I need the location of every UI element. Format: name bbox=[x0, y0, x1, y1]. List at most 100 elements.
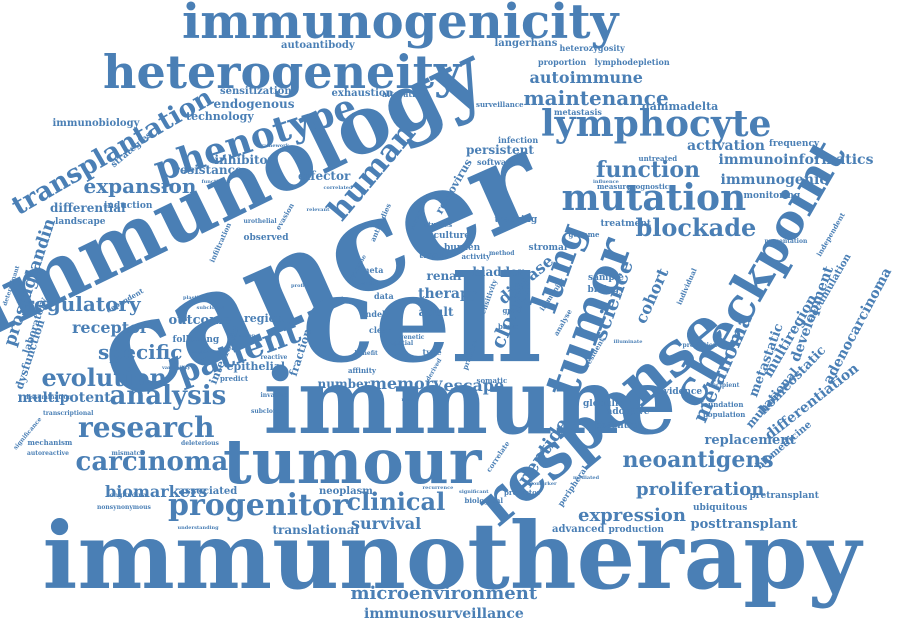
word-progenitor: progenitor bbox=[168, 488, 348, 523]
word-induction: induction bbox=[104, 200, 153, 211]
word-potential: potential bbox=[595, 420, 641, 431]
word-detection: detection bbox=[229, 332, 256, 339]
word-immunotherapy: immunotherapy bbox=[42, 502, 862, 610]
word-untreated: untreated bbox=[638, 153, 678, 163]
word-illuminate: illuminate bbox=[613, 338, 643, 345]
word-correlated: correlated bbox=[323, 184, 353, 191]
word-production: production bbox=[608, 524, 664, 535]
word-proportion: proportion bbox=[538, 57, 587, 67]
word-outcome: outcome bbox=[168, 312, 232, 328]
word-surveillance: surveillance bbox=[476, 99, 524, 109]
word-measure: measure bbox=[597, 181, 631, 191]
word-exhaustion: exhaustion bbox=[331, 88, 393, 99]
word-sample: sample bbox=[588, 272, 624, 283]
word-associated: associated bbox=[178, 486, 238, 497]
word-infection: infection bbox=[498, 135, 539, 145]
word-renal: renal bbox=[426, 269, 462, 283]
word-recipient: recipient bbox=[709, 382, 740, 389]
word-frequency: frequency bbox=[769, 138, 820, 149]
word-inhibitor: inhibitor bbox=[214, 153, 274, 167]
word-somatic: somatic bbox=[476, 375, 508, 385]
word-population: population bbox=[703, 409, 746, 419]
word-nonsynonymous: nonsynonymous bbox=[97, 504, 151, 511]
word-replacement: replacement bbox=[704, 432, 796, 448]
word-autoreactive: autoreactive bbox=[27, 450, 69, 457]
word-microenvironment: microenvironment bbox=[350, 583, 538, 604]
word-evolution: evolution bbox=[41, 363, 167, 392]
word-multipotent: multipotent bbox=[17, 390, 111, 406]
word-translational: translational bbox=[272, 523, 360, 537]
word-functional: functional bbox=[201, 178, 231, 185]
word-graft: graft bbox=[502, 305, 522, 315]
word-mismatch: mismatch bbox=[111, 450, 145, 457]
word-data: data bbox=[374, 291, 394, 301]
word-type: type bbox=[422, 347, 442, 357]
word-predictor: predictor bbox=[504, 487, 541, 497]
word-studies: studies bbox=[424, 219, 453, 229]
word-prediction: prediction bbox=[682, 342, 718, 349]
word-carcinoma: carcinoma bbox=[75, 447, 229, 477]
word-clinical: clinical bbox=[346, 487, 446, 516]
word-immunobiology: immunobiology bbox=[52, 118, 140, 129]
word-research: research bbox=[78, 411, 215, 444]
word-understanding: understanding bbox=[177, 524, 219, 531]
word-autoimmune: autoimmune bbox=[529, 68, 643, 87]
word-sensitization: sensitization bbox=[220, 86, 292, 97]
word-number: number bbox=[317, 377, 371, 391]
word-metastasis: metastasis bbox=[554, 107, 602, 117]
word-therapy: therapy bbox=[418, 286, 478, 302]
word-adult: adult bbox=[418, 305, 454, 319]
word-immunogenic: immunogenic bbox=[720, 172, 828, 188]
word-subclone: subclone bbox=[251, 408, 282, 415]
word-bladder: bladder bbox=[472, 265, 524, 279]
word-tracking: tracking bbox=[494, 214, 538, 225]
word-dissemination: dissemination bbox=[24, 394, 72, 401]
word-model: model bbox=[401, 396, 419, 403]
word-urothelial: urothelial bbox=[243, 218, 277, 225]
word-method: method bbox=[489, 250, 515, 257]
word-affinity: affinity bbox=[348, 365, 376, 375]
word-biomarkers: biomarkers bbox=[105, 482, 208, 501]
word-plasticity: plasticity bbox=[183, 294, 209, 301]
word-monitoring: monitoring bbox=[743, 190, 801, 201]
word-deleterious: deleterious bbox=[181, 440, 219, 447]
word-significant: significant bbox=[459, 488, 489, 495]
word-lymphodepletion: lymphodepletion bbox=[594, 57, 670, 67]
word-software: software bbox=[477, 157, 516, 167]
word-framework: framework bbox=[259, 142, 290, 149]
word-mutation: mutation bbox=[561, 177, 747, 219]
word-differential: differential bbox=[50, 201, 126, 215]
word-reactive: reactive bbox=[260, 354, 288, 361]
word-transcriptional: transcriptional bbox=[43, 410, 94, 417]
word-epithelial: epithelial bbox=[226, 359, 286, 373]
word-memory: memory bbox=[370, 374, 443, 393]
word-globulin: globulin bbox=[583, 398, 625, 409]
word-evidence: evidence bbox=[658, 386, 703, 397]
word-recurrence: recurrence bbox=[422, 484, 454, 491]
word-regulatory: regulatory bbox=[23, 292, 141, 316]
word-neoantigens: neoantigens bbox=[622, 447, 774, 473]
word-analysis: analysis bbox=[109, 381, 227, 411]
word-technology: technology bbox=[186, 109, 254, 123]
word-profile: profile bbox=[291, 282, 310, 289]
word-subclonal: subclonal bbox=[196, 304, 224, 311]
word-clear: clear bbox=[369, 325, 392, 335]
word-indels: indels bbox=[362, 309, 390, 319]
word-genome: genome bbox=[568, 229, 600, 239]
word-foundation: foundation bbox=[700, 399, 744, 409]
word-genetic: genetic bbox=[399, 334, 425, 341]
word-endogenous: endogenous bbox=[213, 97, 295, 111]
word-advanced: advanced bbox=[552, 524, 605, 535]
word-variability: variability bbox=[162, 364, 191, 371]
word-following: following bbox=[172, 334, 220, 345]
word-adoptive: adoptive bbox=[606, 406, 650, 417]
word-pretransplant: pretransplant bbox=[749, 490, 819, 501]
word-burden: burden bbox=[444, 242, 481, 253]
word-function: function bbox=[596, 157, 701, 183]
word-biomarker: biomarker bbox=[527, 480, 557, 487]
word-immune: immune bbox=[263, 349, 677, 455]
word-landscape: landscape bbox=[55, 216, 106, 227]
word-ubiquitous: ubiquitous bbox=[693, 502, 748, 513]
word-mechanism: mechanism bbox=[27, 437, 73, 447]
word-prognostic: prognostic bbox=[627, 181, 669, 191]
